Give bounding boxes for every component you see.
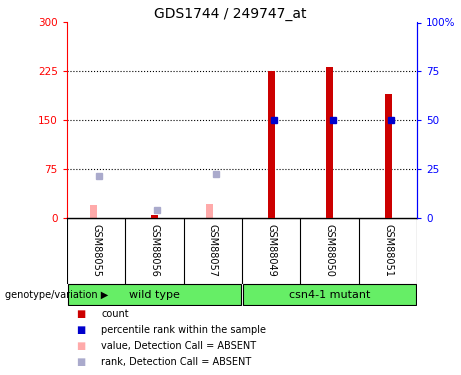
Text: ■: ■ xyxy=(76,341,85,351)
Text: rank, Detection Call = ABSENT: rank, Detection Call = ABSENT xyxy=(101,357,252,367)
Text: csn4-1 mutant: csn4-1 mutant xyxy=(289,290,370,300)
Text: wild type: wild type xyxy=(129,290,180,300)
Text: value, Detection Call = ABSENT: value, Detection Call = ABSENT xyxy=(101,341,256,351)
Text: GSM88049: GSM88049 xyxy=(266,224,276,276)
Text: count: count xyxy=(101,309,129,320)
Bar xyxy=(68,284,241,305)
Text: ■: ■ xyxy=(76,325,85,335)
Bar xyxy=(207,204,213,218)
Text: GDS1744 / 249747_at: GDS1744 / 249747_at xyxy=(154,7,307,21)
Bar xyxy=(268,71,275,218)
Text: GSM88057: GSM88057 xyxy=(208,224,218,276)
Text: GSM88056: GSM88056 xyxy=(149,224,160,276)
Bar xyxy=(326,67,333,218)
Bar xyxy=(243,284,416,305)
Text: genotype/variation ▶: genotype/variation ▶ xyxy=(5,290,108,300)
Bar xyxy=(89,205,97,218)
Text: ■: ■ xyxy=(76,357,85,367)
Text: ■: ■ xyxy=(76,309,85,320)
Text: GSM88055: GSM88055 xyxy=(91,224,101,276)
Bar xyxy=(384,94,391,218)
Bar xyxy=(151,215,158,218)
Text: percentile rank within the sample: percentile rank within the sample xyxy=(101,325,266,335)
Text: GSM88050: GSM88050 xyxy=(325,224,335,276)
Text: GSM88051: GSM88051 xyxy=(383,224,393,276)
